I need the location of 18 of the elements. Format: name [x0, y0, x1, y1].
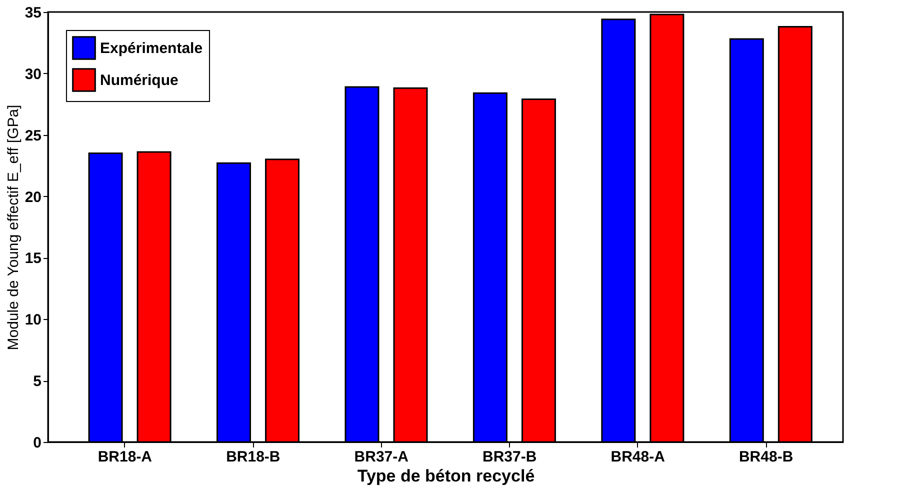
y-tick-label: 15 [24, 250, 42, 268]
x-tick-label: BR48-B [738, 448, 794, 466]
legend-label: Numérique [100, 72, 178, 89]
y-tick-label: 0 [33, 434, 42, 452]
y-tick-label: 5 [33, 373, 42, 390]
y-tick-label: 35 [24, 4, 42, 22]
x-tick-label: BR18-A [98, 448, 152, 466]
x-tick-label: BR37-A [354, 448, 409, 466]
y-axis-title: Module de Young effectif E_eff [GPa] [4, 104, 22, 350]
x-tick-label: BR18-B [226, 448, 280, 466]
x-axis-title: Type de béton recyclé [357, 466, 535, 486]
y-tick-label: 20 [24, 188, 42, 206]
y-tick-label: 10 [24, 312, 42, 329]
x-tick-label: BR48-A [610, 448, 666, 466]
legend-label: Expérimentale [100, 40, 203, 57]
x-tick-label: BR37-B [482, 448, 537, 466]
y-tick-label: 30 [24, 66, 42, 83]
y-tick-label: 25 [24, 127, 42, 144]
